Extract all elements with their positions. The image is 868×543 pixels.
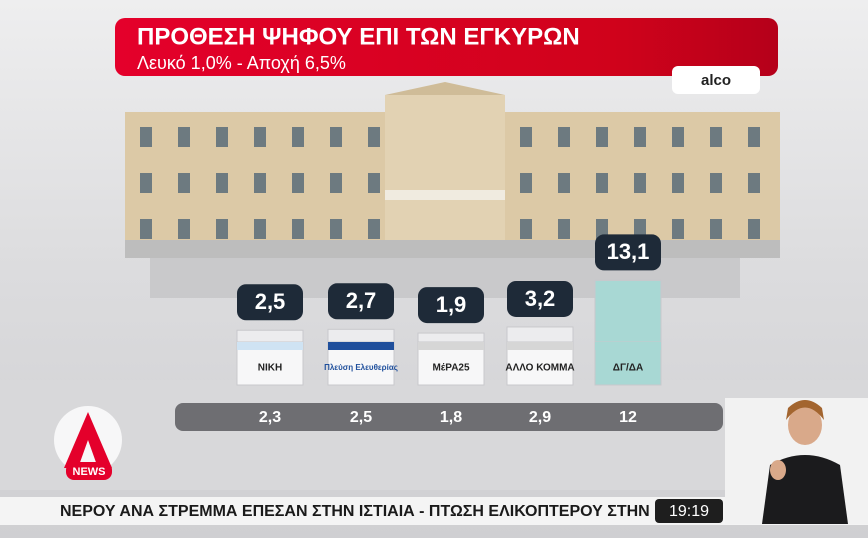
- window: [634, 127, 646, 147]
- window: [710, 219, 722, 239]
- clock: 19:19: [669, 503, 709, 520]
- category-label: ΜέΡΑ25: [432, 363, 470, 374]
- window: [558, 127, 570, 147]
- clock-box: [655, 499, 723, 523]
- value-pill: [328, 283, 394, 320]
- bar: [236, 329, 304, 343]
- window: [520, 173, 532, 193]
- window: [672, 173, 684, 193]
- previous-value-label: 2,5: [350, 409, 372, 426]
- window: [368, 219, 380, 239]
- window: [368, 173, 380, 193]
- window: [596, 219, 608, 239]
- window: [330, 219, 342, 239]
- bar: [594, 279, 662, 343]
- value-label: 2,5: [255, 289, 286, 314]
- window: [520, 127, 532, 147]
- window: [596, 127, 608, 147]
- window: [216, 219, 228, 239]
- window: [216, 127, 228, 147]
- value-label: 13,1: [607, 239, 650, 264]
- window: [292, 219, 304, 239]
- window: [710, 127, 722, 147]
- category-band: [418, 342, 484, 350]
- bar: [417, 332, 485, 343]
- window: [368, 127, 380, 147]
- category-band: [507, 342, 573, 350]
- window: [330, 127, 342, 147]
- value-pill: [237, 284, 303, 321]
- chart-title: ΠΡΟΘΕΣΗ ΨΗΦΟΥ ΕΠΙ ΤΩΝ ΕΓΚΥΡΩΝ: [137, 23, 580, 50]
- window: [558, 219, 570, 239]
- window: [634, 219, 646, 239]
- window: [520, 219, 532, 239]
- window: [178, 173, 190, 193]
- channel-logo: NEWS: [54, 406, 122, 480]
- value-label: 1,9: [436, 292, 467, 317]
- ticker-bar: [0, 497, 868, 525]
- window: [596, 173, 608, 193]
- window: [140, 173, 152, 193]
- window: [672, 127, 684, 147]
- window: [178, 127, 190, 147]
- bars: ΝΙΚΗ 2,5 2,3 Πλεύση Ελευθερίας 2,7 2,5 ΜέΡΑ25 1…: [236, 234, 662, 426]
- window: [254, 127, 266, 147]
- window: [292, 173, 304, 193]
- window: [710, 173, 722, 193]
- window: [748, 127, 760, 147]
- category-label: ΝΙΚΗ: [258, 363, 282, 374]
- windows: [140, 127, 760, 239]
- value-pill: [507, 280, 573, 317]
- window: [178, 219, 190, 239]
- value-pill: [595, 234, 661, 271]
- source: alco: [701, 72, 731, 89]
- chart-subtitle: Λευκό 1,0% - Αποχή 6,5%: [137, 53, 346, 73]
- category-label: ΔΓ/ΔΑ: [613, 363, 643, 374]
- category-band: [237, 342, 303, 350]
- window: [254, 219, 266, 239]
- window: [748, 219, 760, 239]
- value-pill: [418, 287, 484, 324]
- category-label: Πλεύση Ελευθερίας: [324, 363, 398, 372]
- window: [140, 219, 152, 239]
- value-label: 3,2: [525, 286, 556, 311]
- previous-value-label: 12: [619, 409, 637, 426]
- presenter-inset: [725, 398, 868, 524]
- window: [634, 173, 646, 193]
- previous-strip: [175, 403, 723, 431]
- title-banner: [115, 18, 778, 76]
- previous-value-label: 2,9: [529, 409, 551, 426]
- category-band: [328, 342, 394, 350]
- value-label: 2,7: [346, 288, 377, 313]
- previous-value-label: 2,3: [259, 409, 281, 426]
- previous-value-label: 1,8: [440, 409, 462, 426]
- category-band: [595, 342, 661, 350]
- category-label: ΑΛΛΟ ΚΟΜΜΑ: [505, 363, 574, 374]
- bar: [506, 326, 574, 343]
- window: [292, 127, 304, 147]
- window: [748, 173, 760, 193]
- ticker-text: ΝΕΡΟΥ ΑΝΑ ΣΤΡΕΜΜΑ ΕΠΕΣΑΝ ΣΤΗΝ ΙΣΤΙΑΙΑ - …: [60, 503, 700, 520]
- source-box: [672, 66, 760, 94]
- floor: [0, 380, 868, 490]
- bar: [327, 328, 395, 343]
- logo-text: NEWS: [73, 466, 106, 478]
- window: [216, 173, 228, 193]
- window: [672, 219, 684, 239]
- window: [140, 127, 152, 147]
- window: [558, 173, 570, 193]
- window: [330, 173, 342, 193]
- window: [254, 173, 266, 193]
